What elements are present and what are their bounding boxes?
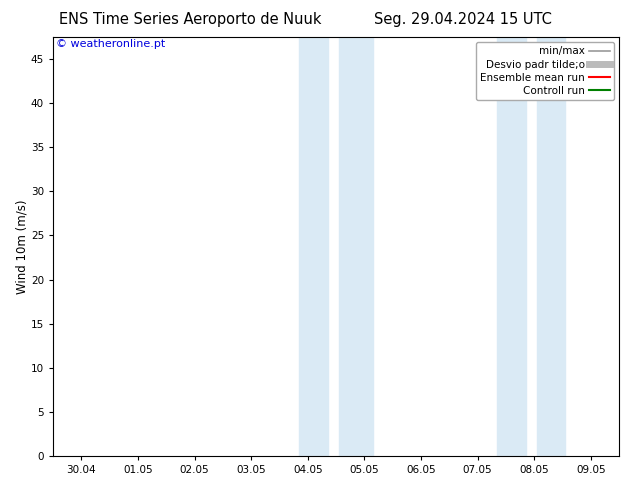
Bar	[299, 37, 328, 456]
Text: Seg. 29.04.2024 15 UTC: Seg. 29.04.2024 15 UTC	[374, 12, 552, 27]
Bar	[537, 37, 566, 456]
Bar	[339, 37, 373, 456]
Legend: min/max, Desvio padr tilde;o, Ensemble mean run, Controll run: min/max, Desvio padr tilde;o, Ensemble m…	[476, 42, 614, 100]
Text: ENS Time Series Aeroporto de Nuuk: ENS Time Series Aeroporto de Nuuk	[59, 12, 321, 27]
Bar	[497, 37, 526, 456]
Text: © weatheronline.pt: © weatheronline.pt	[56, 39, 165, 49]
Y-axis label: Wind 10m (m/s): Wind 10m (m/s)	[15, 199, 28, 294]
